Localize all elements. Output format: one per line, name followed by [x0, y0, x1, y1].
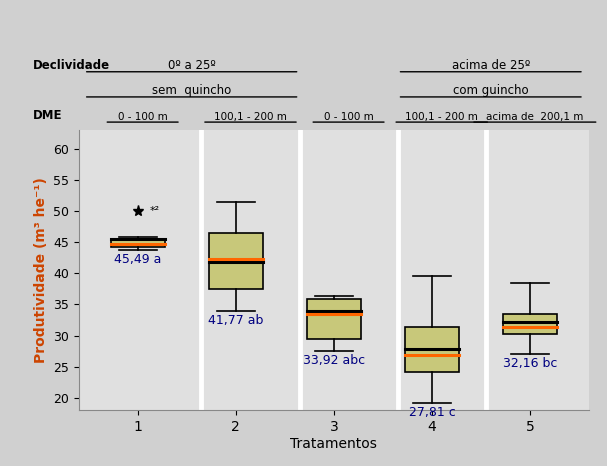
Bar: [486, 130, 584, 410]
FancyBboxPatch shape: [503, 314, 557, 334]
Text: 27,81 c: 27,81 c: [409, 406, 455, 419]
FancyBboxPatch shape: [209, 233, 263, 289]
FancyBboxPatch shape: [110, 240, 164, 247]
Text: 0º a 25º: 0º a 25º: [168, 59, 215, 72]
Text: DME: DME: [33, 109, 63, 122]
X-axis label: Tratamentos: Tratamentos: [290, 437, 378, 451]
Bar: [398, 130, 486, 410]
FancyBboxPatch shape: [307, 300, 361, 339]
Text: com guincho: com guincho: [453, 84, 529, 97]
Text: Declividade: Declividade: [33, 59, 110, 72]
Text: sem  quincho: sem quincho: [152, 84, 231, 97]
Text: 100,1 - 200 m: 100,1 - 200 m: [405, 112, 478, 122]
Text: *²: *²: [149, 206, 160, 216]
Text: 45,49 a: 45,49 a: [114, 253, 161, 266]
Text: 32,16 bc: 32,16 bc: [503, 357, 557, 370]
Text: 41,77 ab: 41,77 ab: [208, 314, 263, 327]
Y-axis label: Produtividade (m³ he⁻¹): Produtividade (m³ he⁻¹): [33, 178, 47, 363]
FancyBboxPatch shape: [405, 328, 459, 371]
Bar: [84, 130, 202, 410]
Bar: [202, 130, 299, 410]
Text: 33,92 abc: 33,92 abc: [303, 354, 365, 367]
Text: acima de  200,1 m: acima de 200,1 m: [486, 112, 583, 122]
Text: 0 - 100 m: 0 - 100 m: [118, 112, 168, 122]
Bar: [299, 130, 398, 410]
Text: 0 - 100 m: 0 - 100 m: [324, 112, 373, 122]
Text: acima de 25º: acima de 25º: [452, 59, 530, 72]
Text: 100,1 - 200 m: 100,1 - 200 m: [214, 112, 287, 122]
